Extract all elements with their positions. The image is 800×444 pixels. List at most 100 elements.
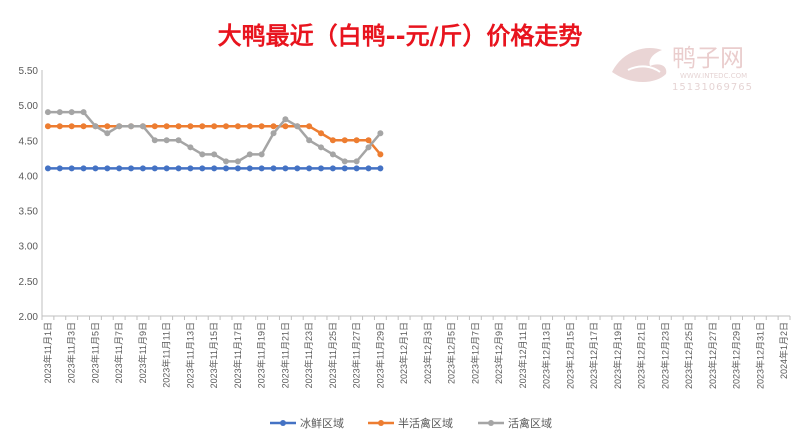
x-tick-label: 2023年12月19日: [612, 322, 623, 389]
y-tick-label: 4.00: [19, 171, 39, 182]
series-a5a5a5: [44, 109, 384, 165]
data-point: [341, 158, 348, 165]
data-point: [92, 123, 99, 130]
data-point: [104, 130, 111, 137]
y-tick-label: 5.50: [19, 66, 39, 77]
data-point: [151, 123, 158, 130]
data-point: [353, 137, 360, 144]
data-point: [353, 165, 360, 172]
data-point: [223, 123, 230, 130]
x-tick-label: 2023年11月5日: [89, 322, 100, 383]
data-point: [341, 165, 348, 172]
x-axis-labels: 2023年11月1日 2023年11月3日 2023年11月5日 2023年11月7日…: [42, 322, 789, 389]
x-tick-label: 2023年11月17日: [232, 322, 243, 388]
data-point: [44, 165, 51, 172]
x-tick-label: 2023年11月11日: [161, 322, 172, 388]
x-tick-label: 2023年12月9日: [493, 322, 504, 384]
x-tick-label: 2023年11月13日: [184, 322, 195, 388]
watermark-phone: 15131069765: [672, 82, 753, 93]
data-point: [116, 165, 123, 172]
data-point: [163, 137, 170, 144]
x-tick-label: 2023年12月21日: [636, 322, 647, 389]
x-tick-label: 2023年12月13日: [541, 322, 552, 389]
data-point: [211, 165, 218, 172]
data-point: [246, 151, 253, 158]
y-axis-labels: 2.00 2.50 3.00 3.50 4.00 4.50 5.00 5.50: [19, 66, 39, 323]
data-point: [365, 137, 372, 144]
data-point: [246, 165, 253, 172]
data-point: [187, 144, 194, 151]
data-point: [270, 165, 277, 172]
data-point: [329, 137, 336, 144]
legend-item: 冰鲜区域: [270, 416, 344, 430]
data-point: [163, 165, 170, 172]
data-point: [270, 123, 277, 130]
y-tick-label: 5.00: [19, 101, 39, 112]
data-point: [258, 151, 265, 158]
x-tick-label: 2023年12月23日: [659, 322, 670, 389]
legend-item: 半活禽区域: [368, 416, 453, 430]
watermark-site: WWW.INTEDC.COM: [680, 72, 747, 80]
data-point: [294, 123, 301, 130]
x-tick-label: 2023年11月29日: [374, 322, 385, 388]
data-point: [68, 123, 75, 130]
data-point: [199, 165, 206, 172]
data-point: [187, 165, 194, 172]
x-tick-label: 2023年11月19日: [256, 322, 267, 388]
data-point: [223, 165, 230, 172]
data-point: [175, 123, 182, 130]
data-point: [116, 123, 123, 130]
data-point: [294, 165, 301, 172]
data-point: [318, 144, 325, 151]
x-tick-label: 2023年12月3日: [422, 322, 433, 384]
data-point: [199, 123, 206, 130]
data-point: [175, 165, 182, 172]
x-tick-label: 2023年11月9日: [137, 322, 148, 383]
x-tick-label: 2023年11月23日: [303, 322, 314, 388]
data-point: [365, 144, 372, 151]
data-point: [211, 151, 218, 158]
data-point: [68, 165, 75, 172]
data-point: [80, 123, 87, 130]
data-point: [377, 165, 384, 172]
legend-marker: [488, 420, 494, 426]
data-point: [234, 123, 241, 130]
series-4472c4: [44, 165, 384, 172]
y-tick-label: 2.50: [19, 277, 39, 288]
data-point: [258, 165, 265, 172]
chart-title: 大鸭最近（白鸭--元/斤）价格走势: [218, 22, 583, 50]
x-tick-label: 2023年11月7日: [113, 322, 124, 383]
x-tick-label: 2023年11月21日: [279, 322, 290, 388]
data-point: [306, 137, 313, 144]
x-tick-label: 2023年12月17日: [588, 322, 599, 389]
y-tick-label: 4.50: [19, 136, 39, 147]
watermark-brand: 鸭子网: [672, 44, 744, 72]
legend-item: 活禽区域: [478, 416, 552, 430]
x-tick-label: 2023年12月15日: [564, 322, 575, 389]
data-point: [234, 158, 241, 165]
data-point: [56, 109, 63, 116]
data-point: [318, 165, 325, 172]
x-tick-label: 2023年12月7日: [469, 322, 480, 384]
x-tick-label: 2023年11月3日: [66, 322, 77, 383]
data-point: [56, 123, 63, 130]
data-point: [80, 109, 87, 116]
data-point: [151, 137, 158, 144]
data-point: [163, 123, 170, 130]
data-point: [282, 116, 289, 123]
y-tick-label: 3.50: [19, 207, 39, 218]
x-tick-label: 2023年12月11日: [517, 322, 528, 388]
data-point: [56, 165, 63, 172]
legend-marker: [280, 420, 286, 426]
data-point: [128, 165, 135, 172]
data-point: [139, 165, 146, 172]
data-point: [329, 151, 336, 158]
legend-marker: [378, 420, 384, 426]
data-point: [92, 165, 99, 172]
data-point: [80, 165, 87, 172]
data-point: [341, 137, 348, 144]
data-point: [104, 123, 111, 130]
watermark-logo: 鸭子网 WWW.INTEDC.COM 15131069765: [612, 44, 753, 93]
x-tick-label: 2024年1月2日: [778, 322, 789, 379]
